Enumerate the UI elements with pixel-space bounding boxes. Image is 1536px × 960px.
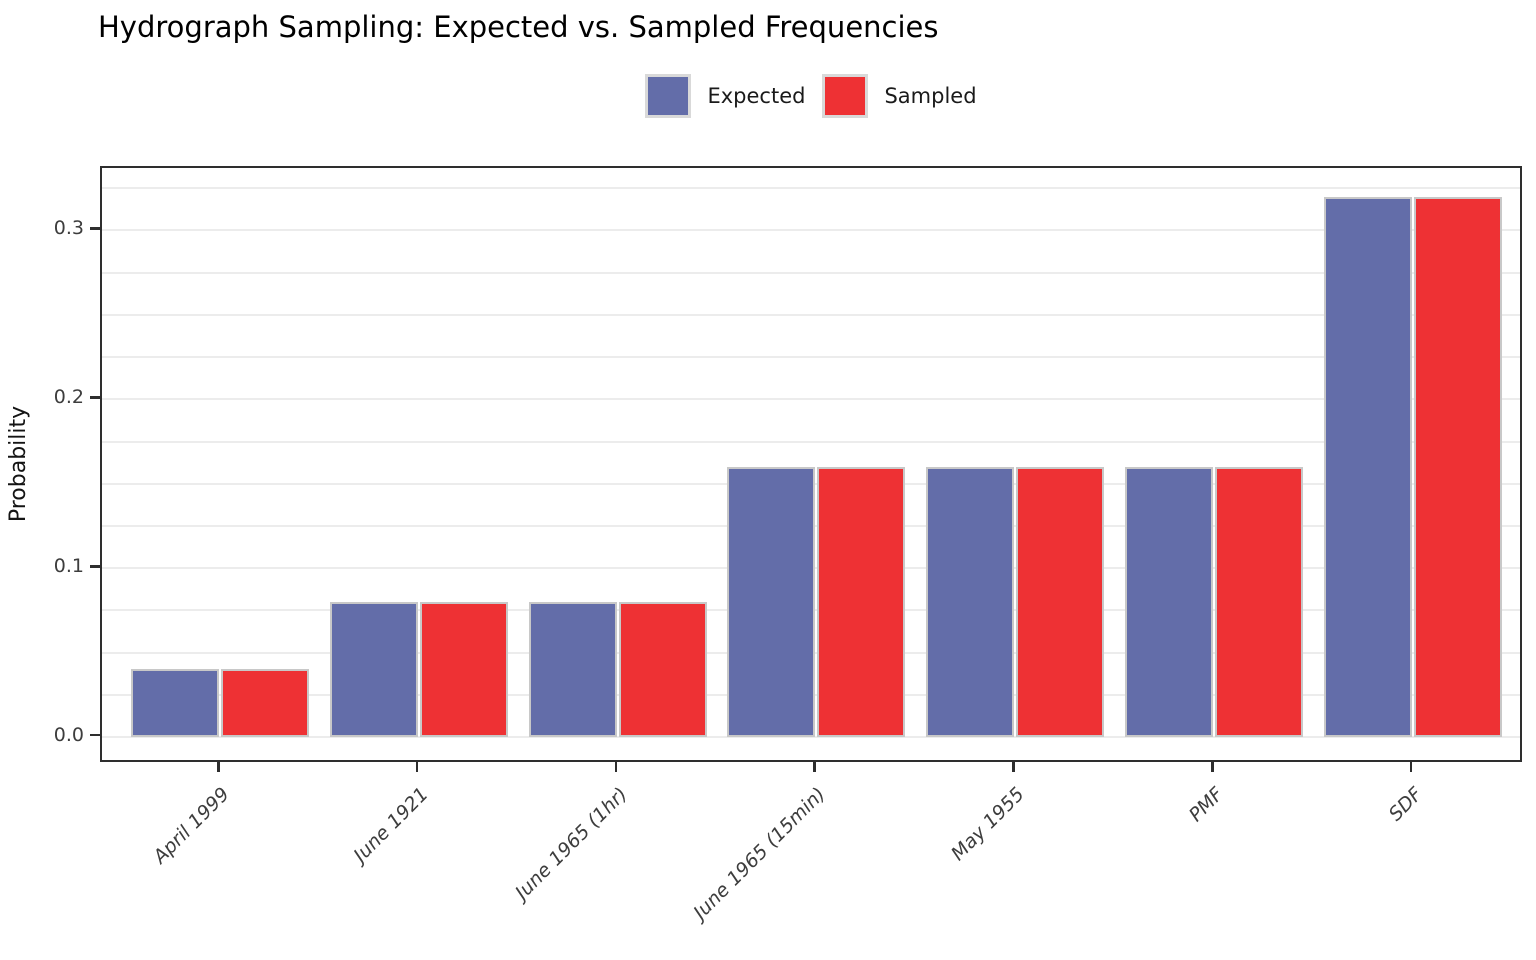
gridline [102,229,1520,232]
x-tick [1012,762,1015,772]
bar-sampled-1 [221,669,309,737]
bar-expected-6 [1125,466,1213,737]
gridline [102,440,1520,443]
y-tick [90,227,100,230]
gridline [102,271,1520,274]
x-tick-label: May 1955 [947,783,1029,866]
x-tick-label: SDF [1384,783,1427,826]
x-tick-label: June 1921 [349,783,433,867]
x-tick-label: June 1965 (1hr) [510,783,632,904]
legend-item-sampled: Sampled [822,74,977,118]
x-tick-label: June 1965 (15min) [689,783,831,924]
gridline [102,356,1520,359]
bar-sampled-6 [1215,466,1303,737]
bar-expected-7 [1323,196,1412,737]
x-tick [415,762,419,772]
gridline [102,398,1520,401]
y-axis-label: Probability [6,405,31,523]
gridline [102,187,1520,190]
bar-expected-5 [926,466,1015,737]
y-tick-label: 0.2 [53,386,84,409]
x-tick [1211,762,1214,772]
bar-expected-4 [727,466,816,737]
x-tick [217,762,220,772]
x-tick-label: PMF [1184,783,1228,827]
legend-swatch-expected [645,74,692,118]
chart-title: Hydrograph Sampling: Expected vs. Sample… [98,10,939,44]
y-tick [90,396,100,399]
bar-sampled-3 [618,601,707,737]
bar-expected-1 [131,669,219,737]
legend-item-expected: Expected [645,74,805,118]
bar-sampled-5 [1016,466,1105,737]
bar-expected-2 [329,601,418,737]
x-tick [1409,762,1413,772]
x-tick [813,762,816,772]
y-tick-label: 0.0 [53,723,84,746]
plot-area [100,166,1522,762]
gridline [102,735,1520,738]
bar-sampled-7 [1413,196,1502,737]
bar-sampled-2 [419,601,508,737]
x-tick [614,762,618,772]
gridline [102,313,1520,316]
bar-expected-3 [528,601,617,737]
y-tick [90,565,100,568]
legend: Expected Sampled [100,74,1522,118]
legend-swatch-sampled [822,74,869,118]
legend-label-expected: Expected [707,84,806,108]
bar-sampled-4 [817,466,906,737]
y-tick-label: 0.3 [53,217,84,240]
y-tick [90,733,100,737]
x-tick-label: April 1999 [149,783,234,868]
y-tick-label: 0.1 [53,555,84,578]
legend-label-sampled: Sampled [884,84,977,108]
